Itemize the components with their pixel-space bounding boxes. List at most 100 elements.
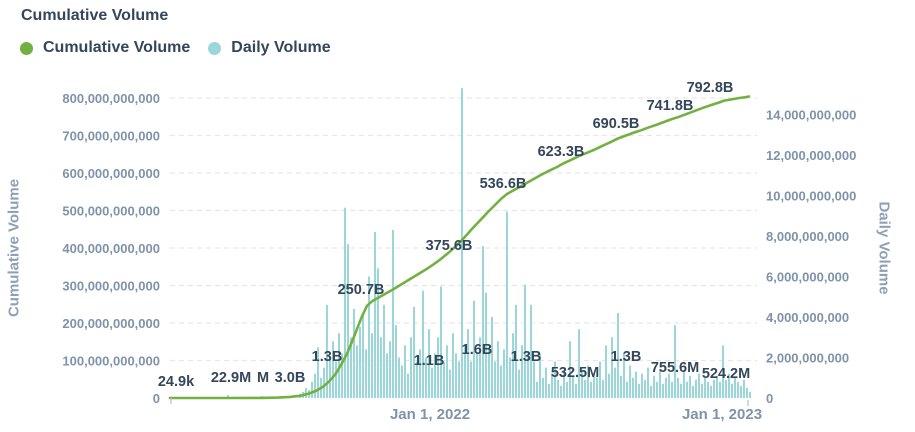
daily-bar: [623, 353, 625, 398]
daily-bar: [362, 312, 364, 398]
daily-bar: [380, 337, 382, 398]
daily-bar: [341, 353, 343, 398]
daily-bar: [503, 349, 505, 398]
daily-bar: [518, 369, 520, 398]
daily-bar: [629, 365, 631, 398]
daily-bar: [317, 347, 319, 398]
annotation-cumulative-value: 375.6B: [426, 238, 473, 254]
daily-bar: [473, 300, 475, 398]
annotation-daily-value: 1.3B: [611, 349, 642, 365]
daily-bar: [647, 367, 649, 398]
daily-bar: [527, 353, 529, 398]
daily-bar: [305, 387, 307, 398]
legend-item-cumulative-volume[interactable]: Cumulative Volume: [20, 39, 190, 57]
annotation-daily-value: 1.3B: [511, 349, 542, 365]
daily-bar: [626, 381, 628, 398]
daily-bar: [506, 211, 508, 398]
daily-bar: [581, 371, 583, 398]
daily-bar: [392, 229, 394, 398]
daily-bar: [551, 373, 553, 398]
daily-bar: [641, 373, 643, 398]
annotation-daily-value: 755.6M: [651, 360, 699, 376]
daily-bar: [644, 379, 646, 398]
daily-bar: [650, 385, 652, 398]
daily-bar: [710, 385, 712, 398]
daily-bar: [560, 385, 562, 398]
right-axis-tick-label: 2,000,000,000: [766, 351, 849, 366]
daily-bar: [539, 353, 541, 398]
daily-bar: [734, 377, 736, 398]
daily-bar: [695, 379, 697, 398]
annotation-cumulative-value: M: [257, 370, 269, 386]
daily-bar: [554, 361, 556, 398]
daily-bar: [731, 383, 733, 398]
annotation-daily-value: 1.1B: [414, 353, 445, 369]
right-axis-tick-label: 10,000,000,000: [766, 189, 856, 204]
daily-bar: [590, 381, 592, 398]
left-axis-tick-label: 400,000,000,000: [62, 241, 160, 256]
daily-bar: [671, 381, 673, 398]
daily-bar: [458, 361, 460, 398]
daily-bar: [410, 337, 412, 398]
daily-bar: [716, 375, 718, 398]
daily-bar: [536, 381, 538, 398]
left-axis-tick-label: 800,000,000,000: [62, 91, 160, 106]
daily-bar: [584, 379, 586, 398]
x-axis-label-jan-2022: Jan 1, 2022: [389, 406, 471, 423]
daily-bar: [422, 290, 424, 398]
cumulative-annotations: 24.9k 22.9M M 3.0B 250.7B 375.6B 536.6B 623.3B 6…: [158, 80, 734, 390]
daily-bar: [524, 284, 526, 398]
right-axis-tick-label: 4,000,000,000: [766, 310, 849, 325]
daily-bar: [395, 325, 397, 398]
annotation-cumulative-value: 741.8B: [647, 98, 694, 114]
x-axis-label-jan-2023: Jan 1, 2023: [681, 406, 763, 423]
daily-bar: [356, 345, 358, 398]
daily-bar: [665, 377, 667, 398]
daily-annotations: 1.3B 1.1B 1.6B 1.3B 532.5M 1.3B 755.6M 524.2M: [312, 342, 751, 382]
daily-bar: [704, 377, 706, 398]
legend-label-daily: Daily Volume: [231, 39, 331, 56]
daily-bar: [461, 88, 463, 399]
daily-bar: [227, 394, 229, 398]
daily-bar: [677, 377, 679, 398]
left-axis-tick-label: 100,000,000,000: [62, 354, 160, 369]
annotation-cumulative-value: 3.0B: [275, 370, 306, 386]
daily-bar: [449, 369, 451, 398]
left-axis-tick-label: 0: [153, 391, 160, 406]
daily-bar: [617, 312, 619, 398]
daily-bar: [419, 349, 421, 398]
daily-bar: [620, 375, 622, 398]
right-axis-tick-label: 0: [766, 391, 773, 406]
annotation-cumulative-value: 24.9k: [158, 374, 195, 390]
left-axis-tick-label: 600,000,000,000: [62, 166, 160, 181]
daily-bar: [440, 286, 442, 398]
legend-item-daily-volume[interactable]: Daily Volume: [208, 39, 331, 57]
daily-bar: [437, 337, 439, 398]
daily-bar: [746, 387, 748, 398]
annotation-daily-value: 1.3B: [312, 349, 343, 365]
daily-bar: [452, 333, 454, 398]
daily-bar: [719, 381, 721, 398]
daily-bar: [563, 369, 565, 398]
daily-bar: [482, 246, 484, 398]
left-axis-tick-label: 200,000,000,000: [62, 316, 160, 331]
daily-bar: [476, 353, 478, 398]
daily-bar: [596, 377, 598, 398]
daily-bar: [530, 304, 532, 398]
daily-bar: [713, 379, 715, 398]
daily-bar: [653, 375, 655, 398]
daily-bar: [569, 341, 571, 398]
daily-bar: [326, 304, 328, 398]
legend: Cumulative Volume Daily Volume: [20, 39, 331, 57]
daily-bar: [635, 371, 637, 398]
daily-bar: [455, 353, 457, 398]
right-axis-tick-labels: 14,000,000,000 12,000,000,000 10,000,000,0…: [766, 108, 856, 407]
daily-bar: [575, 383, 577, 398]
cumulative-volume-line: [168, 95, 751, 400]
daily-bar: [389, 341, 391, 398]
chart-title: Cumulative Volume: [21, 7, 169, 24]
daily-bar: [374, 231, 376, 398]
daily-bar: [413, 306, 415, 398]
daily-bar: [740, 385, 742, 398]
